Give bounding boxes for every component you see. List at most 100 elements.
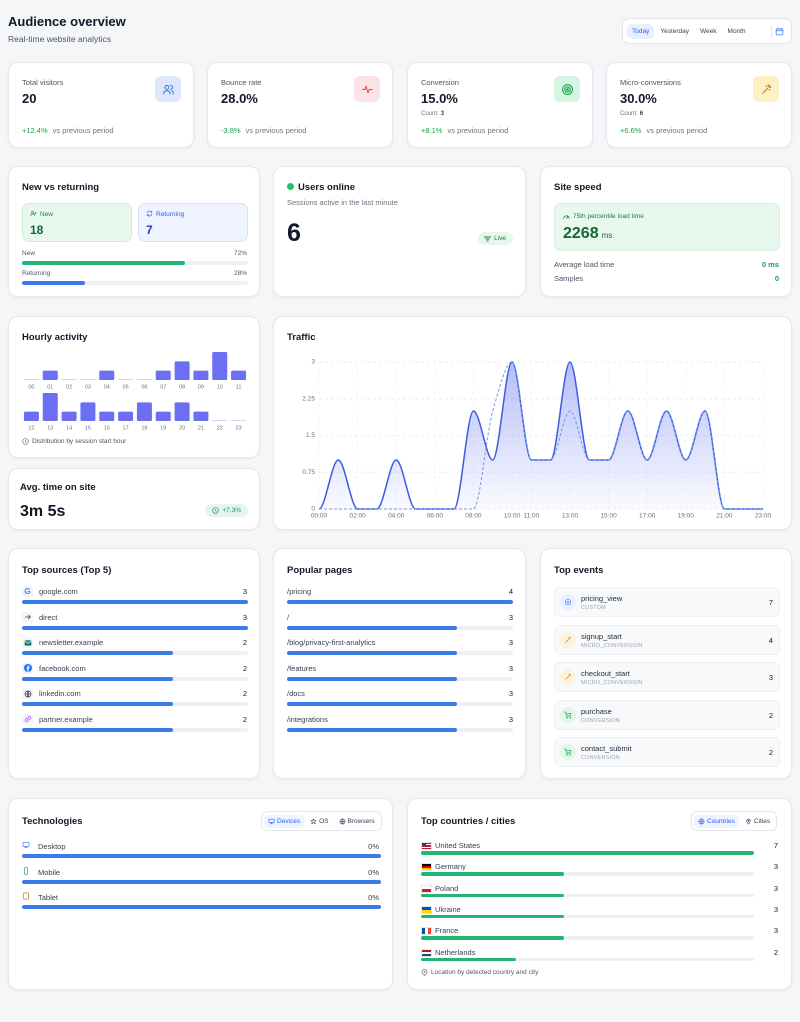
x-tick-label: 23 <box>236 425 242 431</box>
item-name: partner.example <box>39 714 93 724</box>
card-title: Top sources (Top 5) <box>22 565 112 576</box>
bar <box>61 411 77 421</box>
technologies-card: Technologies Devices OS Browsers Desktop 0% M… <box>8 798 393 990</box>
flag-stripe <box>422 885 431 889</box>
icon-shape <box>566 716 568 719</box>
x-tick-label: 21:00 <box>716 513 733 520</box>
users-online-card: Users online Sessions active in the last… <box>273 166 526 297</box>
event-name: signup_start <box>581 631 622 641</box>
item-name: /blog/privacy-first-analytics <box>287 638 376 647</box>
event-category: MICRO_CONVERSION <box>581 680 643 687</box>
badge-text: +7.3% <box>222 507 241 514</box>
bar <box>231 370 247 380</box>
clock-icon <box>212 507 220 514</box>
icon-shape <box>565 636 571 643</box>
x-tick-label: 06:00 <box>427 513 444 520</box>
tab[interactable]: Countries <box>694 814 739 828</box>
x-tick-label: 23:00 <box>755 513 772 520</box>
live-icon <box>484 236 492 241</box>
y-tick-label: 0 <box>311 506 315 513</box>
bar-value-label: 72% <box>233 250 247 257</box>
bar <box>193 370 209 380</box>
kpi-icon <box>554 76 580 102</box>
kpi-value: 30.0% <box>620 91 657 106</box>
icon <box>24 614 31 620</box>
flag-stripe <box>422 949 431 952</box>
icon-shape <box>25 440 27 443</box>
tab[interactable]: Devices <box>264 814 305 828</box>
bar-track <box>421 936 754 940</box>
traffic-card: Traffic 0 0.75 1.5 2.25 3 00:00 02:00 04:00 06:0… <box>273 316 792 530</box>
bar-track <box>421 914 754 919</box>
x-tick-label: 11:00 <box>523 513 539 520</box>
bar-track <box>22 727 248 732</box>
bar <box>421 936 564 940</box>
flag <box>421 927 432 936</box>
icon-shape <box>563 215 570 219</box>
range-tab[interactable]: Month <box>727 27 746 35</box>
bar <box>421 851 754 855</box>
card-title: Users online <box>298 182 356 193</box>
item-name: Tablet <box>38 893 59 902</box>
item-value: 3 <box>773 926 778 936</box>
tab-icon <box>339 818 346 825</box>
item-name: France <box>435 926 459 936</box>
avg-time-value: 3m 5s <box>20 503 66 520</box>
bar-track <box>421 851 754 855</box>
range-tab[interactable]: Yesterday <box>660 27 690 35</box>
icon <box>23 892 29 900</box>
x-tick-label: 21 <box>198 425 204 431</box>
range-tab[interactable]: Today <box>627 23 655 39</box>
icon <box>24 639 31 646</box>
icon-shape <box>746 818 751 824</box>
bar <box>174 402 190 421</box>
bar-track <box>22 702 248 706</box>
tab-label: Devices <box>277 817 301 825</box>
item-value: 0% <box>368 867 379 877</box>
tile-value: 18 <box>30 223 44 237</box>
bar-label: New <box>22 250 36 257</box>
tab[interactable]: Browsers <box>335 815 379 828</box>
x-tick-label: 07 <box>160 384 166 390</box>
card-subtitle: Sessions active in the last minute <box>287 198 398 207</box>
range-tab[interactable]: Week <box>700 27 717 35</box>
event-name: purchase <box>581 706 612 716</box>
icon <box>146 210 153 217</box>
x-tick-label: 06 <box>141 384 147 390</box>
bar-track <box>421 872 754 876</box>
card-title: Hourly activity <box>22 332 88 343</box>
icon-shape <box>162 84 174 94</box>
calendar-button[interactable] <box>771 24 787 38</box>
tile-label: New <box>40 211 54 218</box>
item-name: linkedin.com <box>39 689 81 698</box>
tab[interactable]: OS <box>306 815 332 828</box>
bar <box>22 625 248 630</box>
x-tick-label: 00:00 <box>311 513 328 520</box>
speed-row-label: Samples <box>554 274 584 283</box>
event-name: checkout_start <box>581 669 630 679</box>
item-name: newsletter.example <box>39 638 104 647</box>
item-name: / <box>287 612 290 622</box>
x-tick-label: 20 <box>179 425 185 431</box>
icon-shape <box>146 210 153 217</box>
bar <box>99 411 115 421</box>
icon-shape <box>24 690 31 697</box>
line <box>318 361 763 510</box>
tab[interactable]: Cities <box>741 815 774 828</box>
tab-label: OS <box>319 817 329 825</box>
x-tick-label: 05 <box>123 384 129 390</box>
icon <box>310 818 317 824</box>
speed-row-label: Average load time <box>554 260 615 269</box>
item-name: Poland <box>435 883 459 893</box>
y-tick-label: 1.5 <box>306 432 315 439</box>
bar <box>42 393 58 421</box>
bar-baseline <box>80 379 96 380</box>
icon <box>564 749 572 756</box>
icon <box>361 85 373 93</box>
kpi-card: Total visitors 20 +12.4% vs previous period <box>8 62 194 148</box>
flag-stripe <box>422 888 431 892</box>
event-row: checkout_start MICRO_CONVERSION 3 <box>554 662 780 693</box>
top-events-card: Top events pricing_view CUSTOM 7 signup_sta… <box>540 548 792 779</box>
x-tick-label: 16 <box>104 425 110 431</box>
